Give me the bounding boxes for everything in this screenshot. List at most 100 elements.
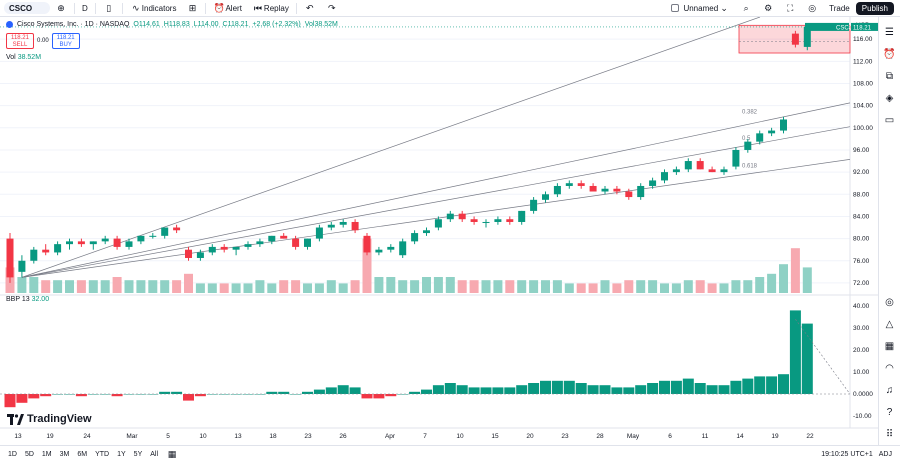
fib-fan-lines: 0.382 0.5 0.618 — [21, 17, 851, 278]
bbp-bar — [480, 387, 492, 394]
price-tick: 104.00 — [853, 103, 873, 110]
range-3m[interactable]: 3M — [59, 450, 70, 458]
alarm-clock-icon[interactable]: ⏰ — [883, 48, 896, 60]
price-axis[interactable]: USD116.00112.00108.00104.00100.0096.0092… — [805, 22, 878, 287]
legend-volume: Vol38.52M — [304, 21, 338, 28]
range-5y[interactable]: 5Y — [133, 450, 143, 458]
divider — [94, 2, 96, 14]
bbp-bar — [754, 376, 766, 394]
bbp-axis[interactable]: 40.00 30.00 20.00 10.00 0.0000 -10.00 — [853, 303, 873, 420]
layout-menu[interactable]: Unnamed ⌄ — [666, 0, 735, 17]
calendar-range-icon[interactable]: ▦ — [167, 448, 177, 459]
time-tick: 28 — [596, 433, 604, 440]
help-icon[interactable]: ? — [886, 406, 893, 418]
indicators-icon: ∿ — [132, 2, 140, 13]
fib-label: 0.382 — [742, 109, 758, 115]
divider — [205, 2, 207, 14]
undo-button[interactable]: ↶ — [299, 0, 321, 17]
replay-button[interactable]: ⏮ Replay — [247, 0, 294, 17]
apps-grid-icon[interactable]: ⠿ — [885, 428, 894, 440]
candle-body — [363, 235, 371, 253]
divider — [74, 2, 75, 14]
layers-icon[interactable]: ◈ — [885, 92, 894, 104]
symbol-search[interactable]: CSCO — [4, 2, 50, 14]
candle-body — [77, 241, 85, 245]
fullscreen-button[interactable]: ⛶ — [779, 0, 801, 17]
object-tree-icon[interactable]: ⧉ — [885, 70, 894, 82]
broadcast-icon[interactable]: ◠ — [885, 362, 894, 374]
adj-toggle[interactable]: ADJ — [878, 450, 892, 458]
time-tick: 6 — [668, 433, 672, 440]
gear-icon: ⚙ — [764, 2, 773, 13]
range-all[interactable]: All — [150, 450, 159, 458]
alert-button[interactable]: ⏰ Alert — [208, 0, 246, 17]
interval-button[interactable]: D — [77, 0, 93, 17]
chevron-down-icon: ⌄ — [720, 2, 728, 13]
candle-body — [149, 235, 157, 237]
publish-label: Publish — [861, 3, 888, 13]
fib-line — [21, 17, 761, 278]
candle-body — [339, 221, 347, 225]
price-tick: 80.00 — [853, 236, 870, 243]
volume-bar — [291, 280, 301, 293]
calendar-icon[interactable]: ▦ — [884, 340, 895, 352]
sell-button[interactable]: 118.21 SELL — [6, 33, 34, 49]
candle-body — [518, 210, 526, 222]
undo-icon: ↶ — [306, 2, 314, 13]
range-6m[interactable]: 6M — [77, 450, 88, 458]
legend-title[interactable]: Cisco Systems, Inc. · 1D · NASDAQ — [17, 21, 130, 28]
chart-type-button[interactable]: ▯ — [98, 0, 120, 17]
templates-button[interactable]: ⊞ — [181, 0, 203, 17]
target-icon[interactable]: ◎ — [885, 296, 894, 308]
candle-body — [744, 141, 752, 150]
publish-button[interactable]: Publish — [855, 1, 894, 15]
range-ytd[interactable]: YTD — [95, 450, 110, 458]
settings-button[interactable]: ⚙ — [757, 0, 779, 17]
volume-bar — [160, 280, 170, 293]
volume-bar — [267, 283, 277, 293]
buy-button[interactable]: 118.21 BUY — [51, 33, 80, 49]
volume-bar — [636, 280, 646, 293]
bbp-bar — [313, 389, 325, 394]
bbp-bar — [635, 385, 647, 394]
candle-body — [42, 249, 50, 253]
quick-search-button[interactable]: ⌕ — [735, 0, 757, 17]
price-tick: 108.00 — [853, 80, 873, 87]
price-tick: 92.00 — [853, 169, 870, 176]
volume-bar — [529, 280, 539, 293]
bbp-bar — [385, 394, 397, 397]
range-1y[interactable]: 1Y — [117, 450, 126, 458]
volume-bar — [398, 280, 408, 293]
ideas-icon[interactable]: △ — [885, 318, 894, 330]
range-1d[interactable]: 1D — [8, 450, 17, 458]
watchlist-icon[interactable]: ☰ — [885, 26, 894, 38]
clock[interactable]: 19:10:25 UTC+1 — [821, 450, 873, 458]
volume-bar — [410, 280, 420, 293]
snapshot-button[interactable]: ◎ — [801, 0, 823, 17]
trade-button[interactable]: Trade — [823, 0, 856, 17]
time-tick: 19 — [46, 433, 54, 440]
candle-body — [173, 227, 181, 231]
volume-bar — [707, 283, 717, 293]
time-axis[interactable]: 13 19 24 Mar 5 10 13 18 23 26 Apr 7 10 15 20 23 28 May 6 11… — [0, 427, 878, 440]
time-tick: 23 — [304, 433, 312, 440]
redo-button[interactable]: ↷ — [321, 0, 343, 17]
notifications-icon[interactable]: ♫ — [885, 384, 894, 396]
volume-legend[interactable]: Vol 38.52M — [6, 54, 41, 61]
candle-body — [637, 185, 645, 198]
time-tick: Apr — [385, 433, 396, 440]
time-tick: 20 — [526, 433, 534, 440]
bbp-bar — [801, 323, 813, 394]
bbp-legend[interactable]: BBP 13 32.00 — [6, 296, 49, 303]
range-5d[interactable]: 5D — [24, 450, 34, 458]
range-1m[interactable]: 1M — [41, 450, 52, 458]
candle-body — [423, 230, 430, 234]
chat-icon[interactable]: ▭ — [884, 114, 895, 126]
compare-button[interactable]: ⊕ — [50, 0, 72, 17]
candle-body — [113, 238, 121, 247]
bbp-tick: -10.00 — [853, 413, 872, 420]
indicators-button[interactable]: ∿ Indicators — [125, 0, 182, 17]
bbp-bar — [540, 380, 551, 394]
time-tick: 19 — [771, 433, 779, 440]
